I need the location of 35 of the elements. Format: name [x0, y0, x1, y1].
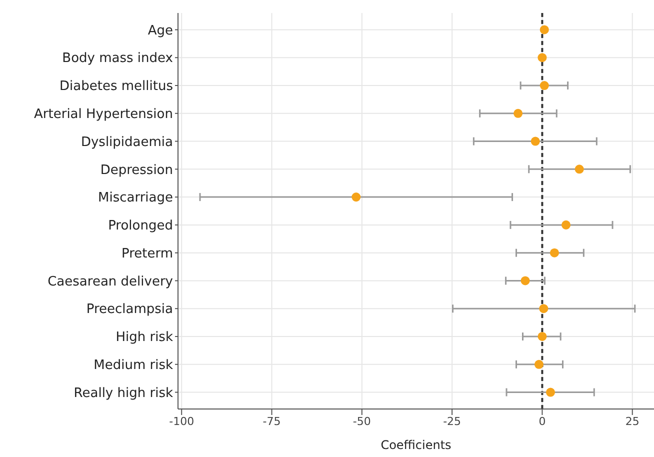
x-tick-label: -50: [352, 414, 371, 428]
x-axis-title: Coefficients: [380, 438, 452, 452]
point: [352, 192, 361, 202]
y-tick-label: Dyslipidaemia: [80, 134, 173, 150]
point: [562, 220, 571, 230]
y-tick-label: Depression: [100, 162, 173, 178]
point: [539, 304, 548, 314]
point: [540, 25, 549, 34]
y-tick-label: Arterial Hypertension: [34, 107, 173, 122]
x-tick-label: 25: [625, 414, 640, 428]
y-tick-label: Miscarriage: [98, 190, 173, 206]
point: [514, 108, 523, 118]
point: [550, 248, 559, 258]
point: [538, 53, 547, 62]
point: [534, 360, 544, 369]
x-tick-label: -25: [443, 414, 462, 428]
x-tick-label: 0: [538, 414, 546, 428]
y-tick-label: Caesarean delivery: [48, 274, 174, 290]
y-tick-label: High risk: [116, 330, 174, 346]
y-tick-label: Age: [148, 23, 173, 38]
point: [540, 81, 549, 90]
x-tick-label: -75: [262, 414, 281, 428]
point: [574, 164, 584, 174]
point: [530, 136, 540, 146]
point: [546, 388, 556, 397]
y-tick-label: Preterm: [121, 246, 173, 262]
y-tick-label: Body mass index: [62, 51, 174, 66]
y-tick-label: Medium risk: [94, 358, 174, 373]
point: [538, 332, 547, 341]
y-tick-label: Really high risk: [74, 386, 174, 401]
point: [520, 276, 530, 286]
x-tick-label: -100: [169, 414, 194, 428]
y-tick-label: Preeclampsia: [86, 302, 173, 318]
y-tick-label: Diabetes mellitus: [60, 79, 174, 94]
y-tick-label: Prolonged: [108, 218, 173, 234]
